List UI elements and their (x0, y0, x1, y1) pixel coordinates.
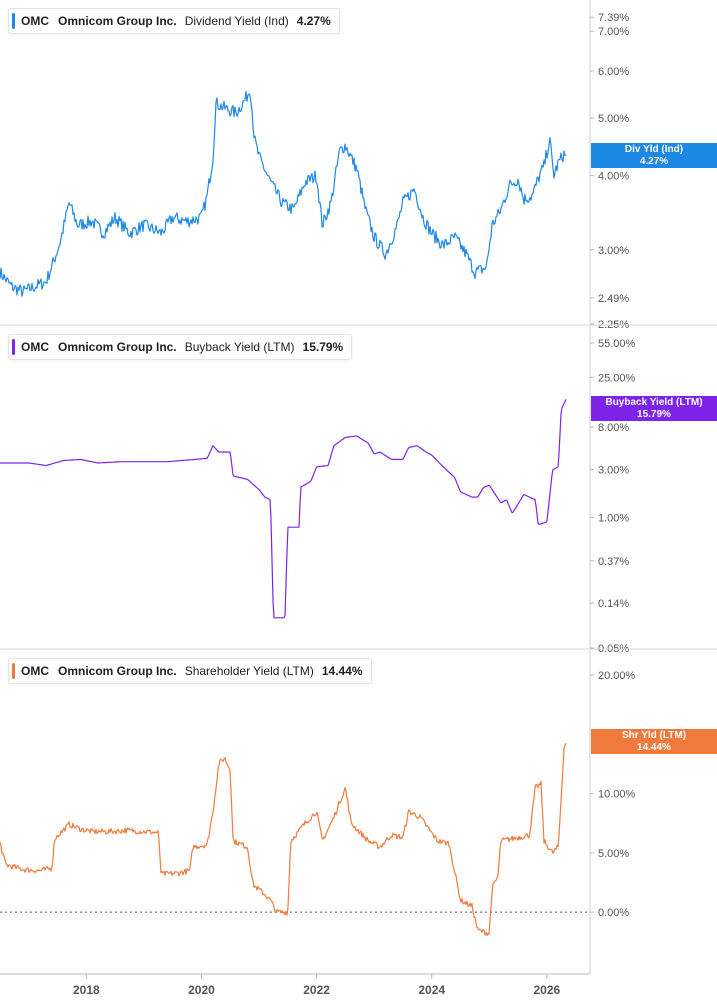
panel-dividend-yield: 7.39%7.00%6.00%5.00%4.00%3.00%2.49%2.25% (0, 0, 629, 331)
y-tick-label: 20.00% (598, 670, 636, 682)
y-tick-label: 55.00% (598, 338, 636, 350)
legend-ticker: OMC (21, 340, 49, 354)
legend-metric: Dividend Yield (Ind) (184, 14, 289, 28)
y-tick-label: 7.39% (598, 12, 629, 24)
legend-shareholder-yield[interactable]: OMC Omnicom Group Inc. Shareholder Yield… (8, 658, 372, 684)
y-tick-label: 2.49% (598, 293, 629, 305)
series-line-dividend-yield[interactable] (0, 90, 567, 297)
legend-metric: Buyback Yield (LTM) (184, 340, 295, 354)
x-tick-label: 2018 (73, 983, 100, 997)
legend-company: Omnicom Group Inc. (58, 14, 177, 28)
series-color-swatch (12, 13, 15, 29)
legend-value: 4.27% (296, 14, 331, 28)
legend-dividend-yield[interactable]: OMC Omnicom Group Inc. Dividend Yield (I… (8, 8, 340, 34)
x-axis: 2018 2020 2022 2024 2026 (0, 973, 590, 997)
legend-metric: Shareholder Yield (LTM) (184, 664, 314, 678)
tag-value: 4.27% (639, 155, 669, 167)
tag-label: Buyback Yield (LTM) (605, 396, 703, 408)
price-tag-dividend-yield: Div Yld (Ind) 4.27% (591, 143, 717, 168)
tag-label: Div Yld (Ind) (624, 143, 684, 155)
legend-buyback-yield[interactable]: OMC Omnicom Group Inc. Buyback Yield (LT… (8, 334, 353, 360)
y-tick-label: 5.00% (598, 113, 629, 125)
series-color-swatch (12, 339, 15, 355)
y-tick-label: 25.00% (598, 372, 636, 384)
y-tick-label: 1.00% (598, 513, 629, 525)
x-tick-label: 2020 (188, 983, 215, 997)
legend-ticker: OMC (21, 14, 49, 28)
y-tick-label: 0.00% (598, 907, 629, 919)
series-line-buyback-yield[interactable] (0, 399, 567, 619)
y-tick-label: 7.00% (598, 26, 629, 38)
y-tick-label: 3.00% (598, 465, 629, 477)
series-line-shareholder-yield[interactable] (0, 743, 567, 936)
price-tag-buyback-yield: Buyback Yield (LTM) 15.79% (591, 396, 717, 421)
y-tick-label: 0.37% (598, 556, 629, 568)
y-tick-label: 10.00% (598, 789, 636, 801)
panel-shareholder-yield: 20.00%15.00%10.00%5.00%0.00% (0, 648, 717, 974)
y-tick-label: 3.00% (598, 245, 629, 257)
y-tick-label: 8.00% (598, 422, 629, 434)
legend-ticker: OMC (21, 664, 49, 678)
x-tick-label: 2024 (418, 983, 445, 997)
tag-value: 15.79% (637, 408, 671, 420)
legend-company: Omnicom Group Inc. (58, 340, 177, 354)
legend-company: Omnicom Group Inc. (58, 664, 177, 678)
y-tick-label: 4.00% (598, 171, 629, 183)
tag-label: Shr Yld (LTM) (621, 729, 687, 741)
y-tick-label: 6.00% (598, 66, 629, 78)
y-tick-label: 0.14% (598, 598, 629, 610)
x-tick-label: 2022 (303, 983, 330, 997)
series-color-swatch (12, 663, 15, 679)
price-tag-shareholder-yield: Shr Yld (LTM) 14.44% (591, 729, 717, 754)
tag-value: 14.44% (637, 741, 671, 753)
legend-value: 15.79% (302, 340, 344, 354)
x-tick-label: 2026 (533, 983, 560, 997)
legend-value: 14.44% (321, 664, 363, 678)
panel-buyback-yield: 55.00%25.00%8.00%3.00%1.00%0.37%0.14%0.0… (0, 324, 717, 655)
y-tick-label: 5.00% (598, 848, 629, 860)
